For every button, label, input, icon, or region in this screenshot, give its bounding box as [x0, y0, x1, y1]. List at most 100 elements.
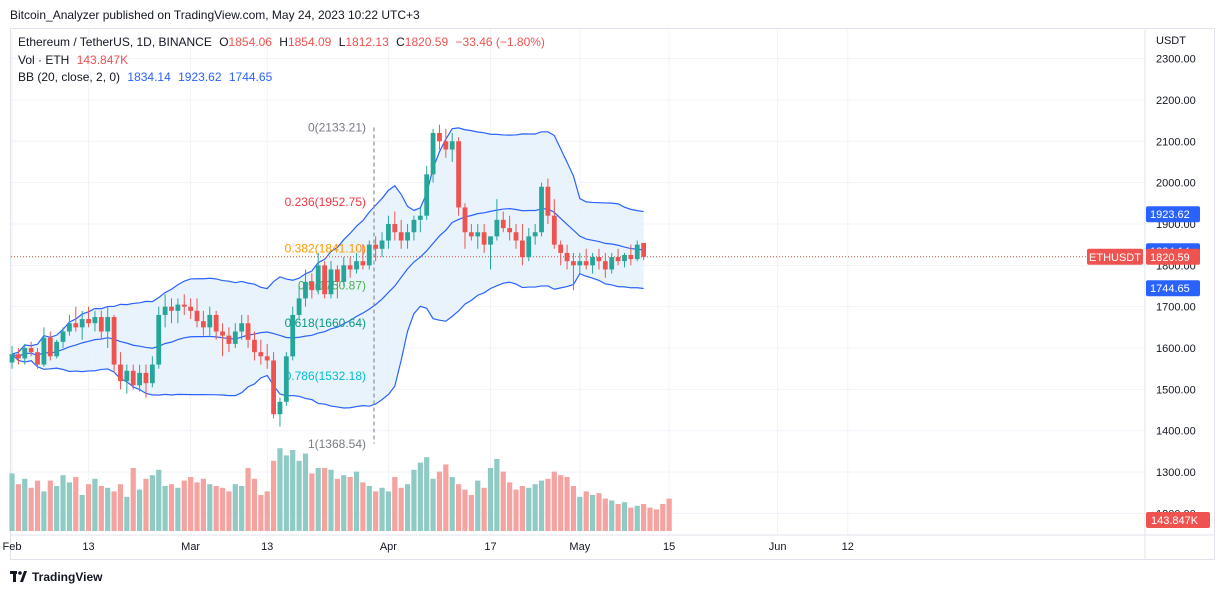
candle-body: [341, 265, 347, 282]
time-tick-label: Apr: [380, 541, 397, 553]
volume-bar: [564, 477, 570, 531]
candle: [226, 327, 232, 353]
candle: [169, 298, 174, 324]
volume-bar: [602, 498, 608, 531]
candle: [105, 306, 111, 349]
candle-body: [60, 331, 66, 342]
candle-body: [596, 257, 602, 262]
candle-body: [315, 265, 321, 291]
candle: [143, 364, 149, 398]
volume-bar: [111, 491, 117, 531]
candle-body: [622, 254, 627, 262]
low-label: L: [338, 35, 346, 49]
candle-body: [462, 207, 468, 233]
candle-body: [124, 370, 130, 382]
candle-body: [513, 232, 519, 241]
fibonacci-label-0-382: 0.382(1841.10): [285, 241, 366, 255]
candle-body: [532, 232, 538, 237]
price-tick-label: 1400.00: [1156, 426, 1196, 438]
candle: [54, 339, 60, 359]
volume-bar: [609, 500, 615, 531]
candle-body: [551, 215, 557, 245]
candle-body: [73, 323, 79, 328]
price-badge-text: 1820.59: [1150, 252, 1190, 264]
candle-body: [379, 240, 385, 249]
candle: [258, 339, 264, 365]
volume-bar: [149, 475, 155, 531]
publisher-line: Bitcoin_Analyzer published on TradingVie…: [10, 8, 420, 22]
candle: [392, 211, 398, 241]
candle-body: [481, 232, 487, 245]
candle: [411, 215, 417, 241]
candle-body: [86, 319, 91, 324]
candle: [564, 244, 570, 270]
volume-bar: [443, 464, 449, 531]
volume-bar: [456, 484, 462, 531]
candle: [622, 252, 627, 268]
time-tick-label: Feb: [3, 541, 22, 553]
time-tick-label: 13: [82, 541, 94, 553]
volume-bar: [117, 484, 124, 531]
volume-label[interactable]: Vol · ETH: [18, 53, 70, 67]
open-value: 1854.06: [228, 35, 272, 49]
time-tick-label: 12: [842, 541, 854, 553]
candle-body: [290, 314, 296, 357]
price-badge: [1146, 280, 1200, 297]
candle: [334, 265, 340, 299]
candle-body: [258, 352, 264, 357]
symbol-name[interactable]: Ethereum / TetherUS, 1D, BINANCE: [18, 35, 212, 49]
candle-body: [137, 372, 142, 386]
candle-body: [392, 223, 398, 233]
candle: [500, 211, 506, 233]
candle-body: [169, 306, 174, 311]
volume-bar: [379, 487, 385, 531]
time-tick-label: 13: [261, 541, 273, 553]
volume-bar: [468, 495, 474, 531]
candle: [315, 252, 321, 295]
volume-bar: [417, 462, 423, 531]
candle: [175, 298, 181, 324]
volume-bar: [85, 484, 92, 531]
volume-bar: [494, 459, 500, 531]
fibonacci-label-0-618: 0.618(1660.64): [285, 316, 366, 330]
candle-body: [309, 281, 315, 291]
candle-body: [41, 337, 47, 365]
candle-body: [322, 265, 328, 295]
volume-bar: [545, 478, 551, 531]
symbol-badge: [1087, 248, 1143, 265]
footer-brand: TradingView: [10, 570, 102, 584]
candle-body: [149, 364, 155, 384]
volume-bar: [239, 486, 245, 531]
candle: [577, 252, 583, 274]
candle: [118, 352, 123, 390]
candle: [264, 343, 270, 369]
volume-bar: [290, 450, 296, 531]
candle: [290, 306, 296, 361]
bb-basis-value: 1834.14: [127, 70, 171, 84]
open-label: O: [219, 35, 229, 49]
candle: [73, 306, 79, 332]
candle: [220, 323, 225, 357]
candle: [462, 203, 468, 249]
volume-bar: [513, 489, 519, 531]
chart-frame: [10, 28, 1215, 560]
candle: [590, 252, 595, 274]
candle-body: [143, 372, 149, 384]
candle: [162, 294, 168, 328]
price-badge-text: 1744.65: [1150, 283, 1190, 295]
volume-bar: [73, 477, 79, 531]
candle-body: [9, 354, 15, 363]
candle: [628, 244, 634, 266]
candle: [328, 261, 334, 299]
bb-label[interactable]: BB (20, close, 2, 0): [18, 70, 121, 84]
candle: [232, 323, 238, 349]
candle-body: [366, 244, 372, 266]
bollinger-basis-line: [11, 208, 644, 357]
candle-body: [252, 339, 257, 353]
volume-bar: [105, 487, 111, 531]
footer-brand-text[interactable]: TradingView: [32, 570, 103, 584]
candle-body: [207, 314, 213, 328]
candle: [379, 232, 385, 258]
price-tick-label: 2000.00: [1156, 178, 1196, 190]
